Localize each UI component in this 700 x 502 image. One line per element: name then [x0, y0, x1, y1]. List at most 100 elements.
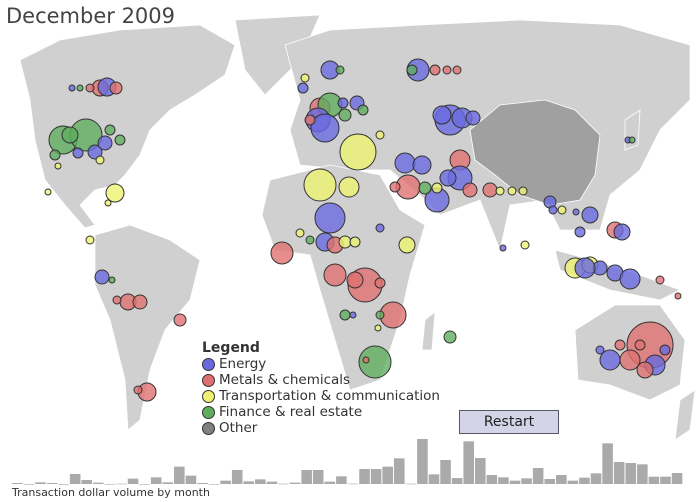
volume-bar[interactable]	[393, 458, 405, 484]
volume-bar[interactable]	[602, 443, 613, 484]
volume-bar[interactable]	[197, 483, 208, 484]
bubble-energy	[619, 268, 641, 290]
volume-bar[interactable]	[208, 484, 220, 485]
legend-item-finance: Finance & real estate	[202, 404, 440, 420]
volume-bar[interactable]	[405, 483, 417, 485]
volume-bar[interactable]	[104, 484, 116, 485]
legend-heading: Legend	[202, 340, 260, 356]
legend-label: Transportation & communication	[219, 388, 440, 404]
bubble-transport	[431, 182, 443, 194]
volume-bar[interactable]	[255, 479, 266, 484]
bubble-metals	[442, 65, 452, 75]
bubble-energy	[574, 226, 586, 238]
page-title: December 2009	[6, 4, 176, 28]
volume-bar[interactable]	[162, 482, 174, 484]
greenland	[234, 14, 321, 96]
volume-bar[interactable]	[521, 478, 532, 484]
volume-bar[interactable]	[347, 483, 359, 485]
bubble-energy	[337, 97, 349, 109]
volume-bar[interactable]	[289, 482, 301, 484]
volume-bar[interactable]	[266, 481, 278, 484]
volume-bar[interactable]	[324, 481, 336, 484]
bubble-finance	[61, 126, 79, 144]
bubble-transport	[339, 133, 377, 171]
volume-bar[interactable]	[93, 482, 104, 484]
volume-bar[interactable]	[127, 478, 139, 484]
volume-bar[interactable]	[301, 470, 312, 484]
bubble-energy	[595, 345, 605, 355]
volume-bar[interactable]	[428, 474, 440, 484]
volume-bar[interactable]	[12, 483, 23, 484]
bubble-transport	[518, 186, 528, 196]
bubble-metals	[112, 295, 122, 305]
bubble-transport	[85, 235, 95, 245]
volume-bar[interactable]	[474, 458, 486, 484]
volume-bar[interactable]	[312, 470, 324, 484]
volume-bar[interactable]	[220, 480, 231, 484]
volume-bar[interactable]	[81, 480, 93, 484]
legend-label: Metals & chemicals	[219, 372, 351, 388]
volume-bar[interactable]	[613, 462, 625, 484]
bubble-finance	[406, 64, 418, 76]
volume-bar[interactable]	[590, 473, 602, 484]
volume-bar[interactable]	[463, 441, 474, 484]
bar-chart-caption: Transaction dollar volume by month	[12, 486, 210, 499]
bubble-energy	[572, 208, 580, 216]
bubble-transport	[295, 228, 305, 238]
volume-bar[interactable]	[648, 476, 660, 484]
volume-bar[interactable]	[556, 475, 567, 484]
bubble-energy	[349, 311, 357, 319]
bubble-finance	[418, 181, 432, 195]
finance-swatch-icon	[202, 405, 215, 419]
bubble-energy	[68, 84, 76, 92]
volume-bar[interactable]	[579, 477, 590, 484]
volume-bar[interactable]	[486, 475, 498, 484]
volume-bar[interactable]	[23, 484, 35, 485]
bubble-energy	[574, 257, 596, 279]
volume-bar[interactable]	[69, 474, 81, 484]
volume-bar[interactable]	[451, 478, 463, 484]
volume-bar[interactable]	[174, 466, 185, 484]
volume-bar[interactable]	[185, 475, 197, 484]
bubble-transport	[507, 186, 517, 196]
volume-bar[interactable]	[498, 477, 509, 484]
bubble-metals	[133, 385, 143, 395]
bubble-finance	[305, 235, 315, 245]
bubble-energy	[310, 113, 340, 143]
volume-bar[interactable]	[336, 476, 347, 484]
volume-bar[interactable]	[116, 483, 127, 485]
restart-button[interactable]: Restart	[459, 410, 559, 434]
volume-bar[interactable]	[544, 479, 556, 484]
bubble-metals	[655, 275, 665, 285]
volume-bar[interactable]	[35, 482, 46, 484]
bubble-metals	[462, 182, 478, 198]
volume-bar[interactable]	[46, 483, 58, 484]
volume-bar[interactable]	[58, 484, 69, 485]
volume-bar[interactable]	[150, 477, 162, 484]
volume-bar[interactable]	[243, 481, 255, 484]
volume-bar[interactable]	[532, 468, 544, 484]
volume-bar[interactable]	[278, 483, 289, 485]
bubble-metals	[173, 313, 187, 327]
volume-bar[interactable]	[231, 470, 243, 484]
volume-bar[interactable]	[637, 464, 648, 484]
bubble-transport	[303, 168, 337, 202]
volume-bar[interactable]	[139, 484, 150, 485]
bubble-metals	[270, 241, 294, 265]
volume-bar[interactable]	[671, 473, 683, 484]
metals-swatch-icon	[202, 373, 215, 387]
bubble-energy	[94, 269, 110, 285]
volume-bar[interactable]	[660, 476, 671, 484]
volume-bar[interactable]	[440, 460, 451, 484]
new-zealand	[674, 389, 696, 441]
volume-bar[interactable]	[359, 469, 370, 484]
volume-bar[interactable]	[625, 463, 637, 484]
bubble-energy	[314, 202, 346, 234]
volume-bar[interactable]	[417, 439, 428, 484]
bubble-energy	[499, 244, 507, 252]
volume-bar[interactable]	[382, 466, 393, 484]
volume-bar[interactable]	[509, 480, 521, 484]
legend-label: Other	[219, 420, 258, 436]
volume-bar[interactable]	[370, 469, 382, 484]
volume-bar[interactable]	[567, 480, 579, 484]
